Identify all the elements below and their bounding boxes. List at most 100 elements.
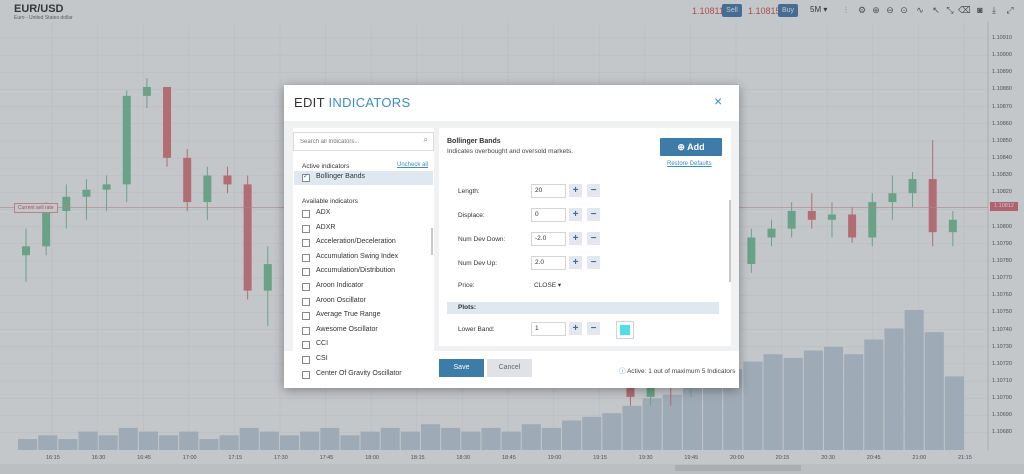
lower-band-input[interactable]: 1 [531, 322, 566, 336]
plots-section-header: Plots: [447, 302, 719, 314]
active-indicator-row[interactable]: Bollinger Bands [294, 171, 433, 185]
checkbox[interactable] [302, 253, 310, 262]
price-axis-label: 1.10820 [992, 189, 1012, 196]
indicators-icon[interactable]: ⫶ [844, 5, 848, 15]
dialog-title-edit: EDIT [294, 95, 325, 110]
dialog-body: ⌕ Active indicators Uncheck all Bollinge… [284, 121, 739, 380]
search-icon[interactable]: ⌕ [423, 135, 428, 144]
time-axis-label: 20:45 [866, 455, 881, 461]
search-input[interactable] [298, 135, 412, 149]
checkbox[interactable] [302, 283, 310, 291]
crosshair-icon[interactable]: ⊙ [900, 5, 908, 15]
indicator-label: Accumulation Swing Index [316, 252, 399, 260]
pointer-icon[interactable]: ⤡ [946, 5, 954, 15]
sell-button[interactable]: Sell [722, 4, 742, 17]
candle-body [827, 214, 836, 220]
uncheck-all-link[interactable]: Uncheck all [397, 162, 429, 168]
volume-bar [944, 376, 964, 450]
time-axis-label: 20:30 [821, 455, 835, 461]
price-axis-label: 1.10720 [992, 360, 1012, 367]
time-axis-label: 21:15 [958, 455, 972, 461]
lower-band-plus-button[interactable]: + [569, 322, 582, 335]
checkbox[interactable] [302, 224, 310, 233]
checkbox[interactable] [302, 210, 310, 218]
candle-body [807, 210, 816, 220]
checkbox[interactable] [302, 297, 310, 306]
param-input[interactable]: 0 [531, 208, 566, 222]
zoom-out-icon[interactable]: ⊖ [886, 5, 894, 15]
checkbox[interactable] [302, 356, 310, 364]
param-minus-button[interactable]: − [587, 184, 600, 197]
checkbox[interactable] [302, 239, 310, 248]
volume-bar [501, 431, 521, 450]
candle-body [908, 179, 917, 194]
param-plus-button[interactable]: + [569, 208, 582, 221]
param-minus-button[interactable]: − [587, 232, 600, 245]
param-plus-button[interactable]: + [569, 232, 582, 245]
lower-band-minus-button[interactable]: − [587, 322, 600, 335]
camera-icon[interactable]: ◙ [977, 5, 983, 15]
price-axis-label: 1.10760 [992, 292, 1012, 299]
buy-price: 1.10815 [748, 6, 781, 16]
volume-bar [904, 310, 924, 450]
checkbox[interactable] [302, 312, 310, 321]
volume-bar [602, 413, 622, 450]
volume-bar [461, 431, 481, 450]
price-axis-label: 1.10780 [992, 257, 1012, 264]
volume-bar [199, 438, 219, 450]
cursor-icon[interactable]: ↖ [932, 5, 940, 15]
time-axis-label: 19:15 [593, 455, 607, 461]
cancel-button[interactable]: Cancel [487, 359, 532, 377]
param-input[interactable]: -2.0 [531, 232, 566, 246]
param-input[interactable]: 2.0 [531, 256, 566, 270]
volume-bar [703, 376, 723, 450]
indicator-label: ADX [316, 209, 331, 216]
volume-bar [743, 361, 763, 450]
close-icon[interactable]: × [714, 93, 723, 109]
add-button[interactable]: ⊕ Add [660, 138, 722, 156]
candle-body [848, 214, 857, 238]
volume-bar [259, 431, 279, 450]
volume-bar [320, 427, 340, 450]
checkbox[interactable] [302, 341, 310, 350]
timeframe-select[interactable]: 5M ▾ [810, 5, 828, 14]
price-axis-label: 1.10710 [992, 378, 1012, 384]
candle-body [183, 157, 192, 203]
volume-bar [340, 435, 360, 450]
price-select[interactable]: CLOSE ▾ [534, 282, 562, 289]
info-icon: ⓘ [619, 368, 626, 375]
param-plus-button[interactable]: + [569, 184, 582, 197]
param-plus-button[interactable]: + [569, 256, 582, 269]
active-count-text: Active: 1 out of maximum 5 Indicators [626, 368, 736, 375]
price-axis-label: 1.10730 [992, 343, 1012, 350]
param-minus-button[interactable]: − [587, 256, 600, 269]
checkbox[interactable] [302, 268, 310, 277]
detail-scrollbar[interactable] [729, 200, 731, 282]
symbol-title[interactable]: EUR/USD [14, 3, 64, 15]
buy-button[interactable]: Buy [778, 4, 798, 17]
param-minus-button[interactable]: − [587, 208, 600, 221]
list-scrollbar[interactable] [431, 228, 433, 255]
zoom-in-icon[interactable]: ⊕ [872, 5, 880, 15]
lower-band-color-picker[interactable] [616, 321, 634, 339]
volume-bar [18, 438, 38, 450]
settings-icon[interactable]: ⚙ [857, 5, 867, 15]
volume-bar [118, 427, 138, 450]
checkbox[interactable] [302, 370, 310, 379]
search-box[interactable]: ⌕ [293, 132, 434, 151]
param-input[interactable]: 20 [531, 184, 566, 198]
candle-body [82, 189, 91, 197]
save-button[interactable]: Save [439, 359, 484, 377]
checkbox[interactable] [302, 326, 310, 335]
download-icon[interactable]: ⤓ [992, 5, 996, 15]
time-scrollbar [0, 464, 1024, 474]
line-draw-icon[interactable]: ∿ [916, 5, 924, 15]
candle-body [747, 237, 756, 265]
fullscreen-icon[interactable]: ⤢ [1006, 5, 1014, 15]
restore-defaults-link[interactable]: Restore Defaults [667, 161, 712, 167]
time-axis-label: 19:30 [638, 455, 653, 461]
volume-bar [300, 431, 320, 450]
checkbox-checked[interactable] [302, 172, 310, 182]
eraser-icon[interactable]: ⌫ [958, 5, 971, 15]
indicator-label: Accumulation/Distribution [316, 267, 395, 275]
